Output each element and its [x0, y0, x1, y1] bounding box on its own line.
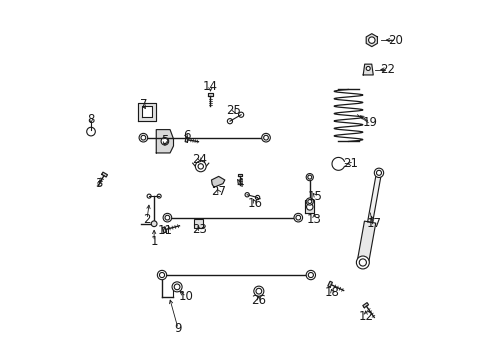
Text: 23: 23 — [192, 223, 207, 236]
Circle shape — [373, 168, 383, 177]
Circle shape — [293, 213, 302, 222]
Text: 20: 20 — [387, 33, 402, 47]
Polygon shape — [102, 172, 107, 177]
Polygon shape — [305, 200, 314, 213]
Text: 7: 7 — [140, 98, 147, 111]
Circle shape — [305, 198, 313, 205]
Circle shape — [164, 215, 169, 220]
Circle shape — [307, 175, 311, 179]
Text: 25: 25 — [226, 104, 241, 117]
Text: 24: 24 — [192, 153, 207, 166]
Text: 27: 27 — [211, 185, 226, 198]
Text: 5: 5 — [161, 134, 168, 147]
Polygon shape — [137, 103, 156, 121]
Polygon shape — [142, 106, 151, 117]
Polygon shape — [207, 93, 213, 96]
Circle shape — [163, 213, 171, 222]
Polygon shape — [238, 174, 242, 176]
Circle shape — [198, 164, 203, 169]
Polygon shape — [366, 34, 377, 46]
Circle shape — [295, 215, 300, 220]
Text: 15: 15 — [307, 190, 322, 203]
Circle shape — [174, 284, 180, 290]
Circle shape — [356, 256, 368, 269]
Text: 16: 16 — [247, 197, 262, 210]
Circle shape — [307, 273, 313, 278]
Text: 9: 9 — [174, 322, 182, 335]
Polygon shape — [363, 64, 372, 75]
Text: 2: 2 — [143, 213, 150, 226]
Circle shape — [255, 288, 261, 294]
Polygon shape — [367, 172, 381, 222]
Circle shape — [306, 204, 312, 210]
Polygon shape — [362, 303, 368, 308]
Text: 4: 4 — [236, 177, 244, 190]
Text: 21: 21 — [342, 157, 357, 170]
Circle shape — [195, 161, 206, 172]
Circle shape — [305, 174, 313, 181]
Circle shape — [359, 259, 366, 266]
Text: 22: 22 — [379, 63, 394, 76]
Polygon shape — [356, 221, 375, 264]
Circle shape — [305, 270, 315, 280]
Circle shape — [261, 134, 270, 142]
Text: 1: 1 — [150, 235, 158, 248]
Text: 13: 13 — [306, 213, 321, 226]
Text: 14: 14 — [203, 80, 218, 93]
Circle shape — [307, 199, 311, 203]
Text: 3: 3 — [95, 177, 103, 190]
Text: 12: 12 — [358, 310, 372, 323]
Circle shape — [151, 221, 157, 226]
Text: 18: 18 — [324, 287, 339, 300]
Circle shape — [172, 282, 182, 292]
Text: 26: 26 — [251, 294, 266, 307]
Circle shape — [141, 135, 145, 140]
Circle shape — [161, 138, 168, 145]
Polygon shape — [185, 137, 188, 142]
Polygon shape — [211, 176, 224, 187]
Text: 10: 10 — [179, 290, 193, 303]
Polygon shape — [327, 281, 332, 287]
Bar — [194, 219, 203, 228]
Text: 6: 6 — [183, 129, 190, 142]
Circle shape — [139, 134, 147, 142]
Text: 17: 17 — [366, 217, 381, 230]
Circle shape — [159, 273, 164, 278]
Circle shape — [157, 270, 166, 280]
Text: 8: 8 — [87, 113, 95, 126]
Circle shape — [253, 286, 264, 296]
Polygon shape — [156, 130, 173, 153]
Text: 11: 11 — [157, 224, 172, 237]
Polygon shape — [162, 227, 166, 233]
Text: 19: 19 — [362, 116, 377, 129]
Circle shape — [263, 135, 268, 140]
Circle shape — [366, 67, 369, 71]
Circle shape — [368, 37, 374, 43]
Circle shape — [376, 170, 381, 175]
